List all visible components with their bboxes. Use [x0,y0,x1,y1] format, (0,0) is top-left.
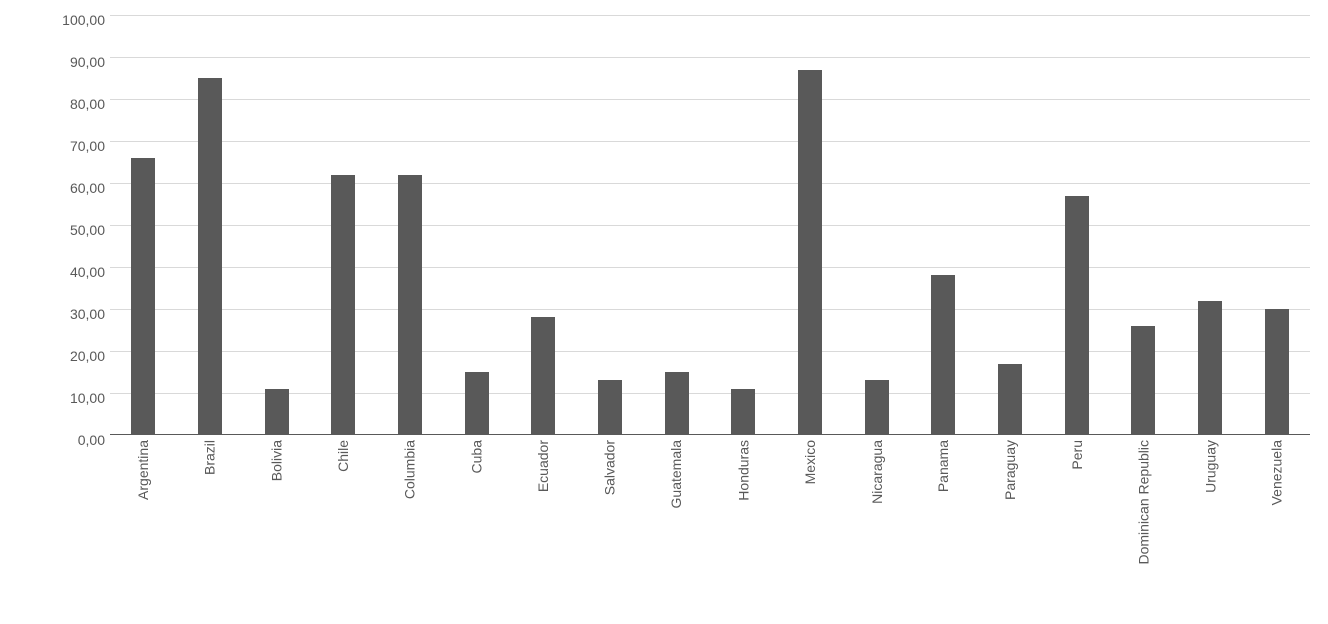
plot-area: 0,0010,0020,0030,0040,0050,0060,0070,008… [110,15,1310,435]
bar [1198,301,1222,435]
y-tick-label: 100,00 [50,12,105,28]
x-tick-label: Venezuela [1269,440,1285,505]
bar [131,158,155,435]
y-tick-label: 80,00 [50,96,105,112]
x-tick-label: Cuba [469,440,485,473]
bar-slot [843,15,910,435]
y-tick-label: 20,00 [50,348,105,364]
bar [198,78,222,435]
x-tick-label: Honduras [735,440,751,501]
y-tick-label: 90,00 [50,54,105,70]
x-tick-label: Mexico [802,440,818,484]
bar [665,372,689,435]
x-tick-label: Bolivia [269,440,285,481]
bar-slot [243,15,310,435]
y-tick-label: 50,00 [50,222,105,238]
x-tick-label: Brazil [202,440,218,475]
bar-slot [577,15,644,435]
x-tick-label: Argentina [135,440,151,500]
bar-chart: 0,00 10,00 20,00 30,00 40,00 50,00 60,00 70,00 8… [50,10,1320,610]
bar-slot [177,15,244,435]
bars-row [110,15,1310,435]
bar-slot [910,15,977,435]
x-tick-label: Salvador [602,440,618,495]
bar-slot [377,15,444,435]
bar [998,364,1022,435]
bar [931,275,955,435]
y-tick-label: 30,00 [50,306,105,322]
y-tick-label: 40,00 [50,264,105,280]
x-tick-label: Columbia [402,440,418,499]
bar-slot [710,15,777,435]
bar [465,372,489,435]
x-tick-label: Dominican Republic [1135,440,1151,565]
y-tick-label: 70,00 [50,138,105,154]
bar [1265,309,1289,435]
bar [798,70,822,435]
x-tick-label: Chile [335,440,351,472]
y-tick-label: 60,00 [50,180,105,196]
x-tick-label: Nicaragua [869,440,885,504]
bar [265,389,289,435]
bar-slot [310,15,377,435]
bar [531,317,555,435]
bar-slot [1043,15,1110,435]
bar [398,175,422,435]
bar-slot [1177,15,1244,435]
x-tick-label: Panama [935,440,951,492]
bar-slot [1110,15,1177,435]
bar-slot [777,15,844,435]
bar-slot [443,15,510,435]
bar [865,380,889,435]
bar-slot [110,15,177,435]
bar-slot [1243,15,1310,435]
x-tick-label: Guatemala [669,440,685,508]
bar [1131,326,1155,435]
y-tick-label: 0,00 [50,432,105,448]
bar-slot [643,15,710,435]
bar [1065,196,1089,435]
x-tick-label: Paraguay [1002,440,1018,500]
bar [331,175,355,435]
x-tick-label: Ecuador [535,440,551,492]
y-tick-label: 10,00 [50,390,105,406]
x-tick-label: Uruguay [1202,440,1218,493]
x-tick-label: Peru [1069,440,1085,470]
bar-slot [510,15,577,435]
bar [731,389,755,435]
bar [598,380,622,435]
bar-slot [977,15,1044,435]
